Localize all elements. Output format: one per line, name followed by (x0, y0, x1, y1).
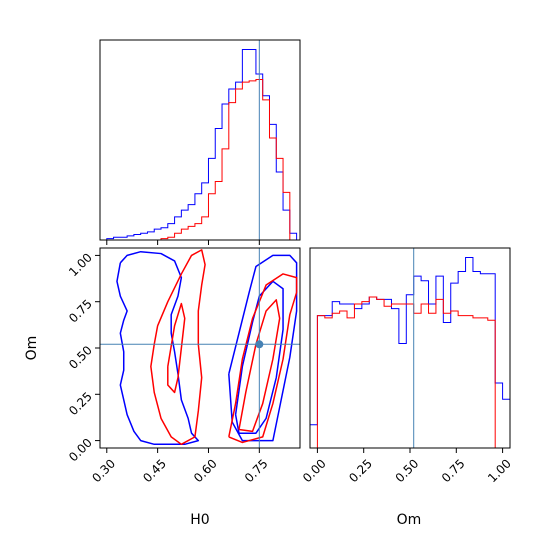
contour-y-tick-label-0.25: 0.25 (66, 389, 95, 418)
contour-series-1-level-1 (116, 250, 200, 446)
om-histogram-series-1 (309, 257, 511, 448)
contour-series-2-level-1 (150, 249, 206, 446)
contour-x-tick-label-0.30: 0.30 (89, 456, 118, 485)
contour-series-1-level-2 (228, 254, 298, 442)
h0-om-contour-panel: 0.30 0.45 0.60 0.75 0.00 0.25 0.50 0.75 1.00 (66, 247, 301, 485)
h0-histogram-series-2 (106, 78, 297, 241)
contour-frame (99, 247, 301, 449)
contour-y-tick-label-0.50: 0.50 (66, 343, 95, 372)
truth-point-marker (255, 340, 264, 349)
contour-x-tick-label-0.60: 0.60 (191, 456, 220, 485)
h0-histogram-frame (99, 39, 301, 241)
h0-histogram-series-1 (106, 49, 298, 240)
contour-x-tick-label-0.75: 0.75 (242, 456, 271, 485)
contour-series-2-level-4 (238, 299, 281, 433)
contour-series-2-level-2 (167, 302, 186, 394)
om-histogram-panel: 0.00 0.25 0.50 0.75 1.00 (300, 247, 514, 485)
contour-y-tick-label-0.75: 0.75 (66, 297, 95, 326)
om-histogram-x-tick-label-0.75: 0.75 (439, 456, 468, 485)
om-histogram-series-2 (310, 296, 510, 449)
contour-lines (116, 249, 298, 446)
om-histogram-x-tick-label-1.00: 1.00 (485, 456, 514, 485)
om-histogram-x-tick-label-0.25: 0.25 (346, 456, 375, 485)
x-axis-label-h0: H0 (190, 512, 209, 528)
contour-series-2-level-3 (228, 273, 298, 444)
om-histogram-frame (309, 247, 511, 449)
contour-series-1-level-3 (234, 280, 284, 434)
om-histogram-x-tick-label-0.00: 0.00 (300, 456, 329, 485)
x-axis-label-om: Om (397, 512, 422, 528)
contour-y-tick-label-0.00: 0.00 (66, 436, 95, 465)
om-histogram-x-tick-label-0.50: 0.50 (393, 456, 422, 485)
h0-histogram-panel (99, 39, 301, 245)
y-axis-label-om: Om (24, 336, 40, 361)
contour-y-tick-label-1.00: 1.00 (66, 250, 95, 279)
contour-x-tick-label-0.45: 0.45 (140, 456, 169, 485)
